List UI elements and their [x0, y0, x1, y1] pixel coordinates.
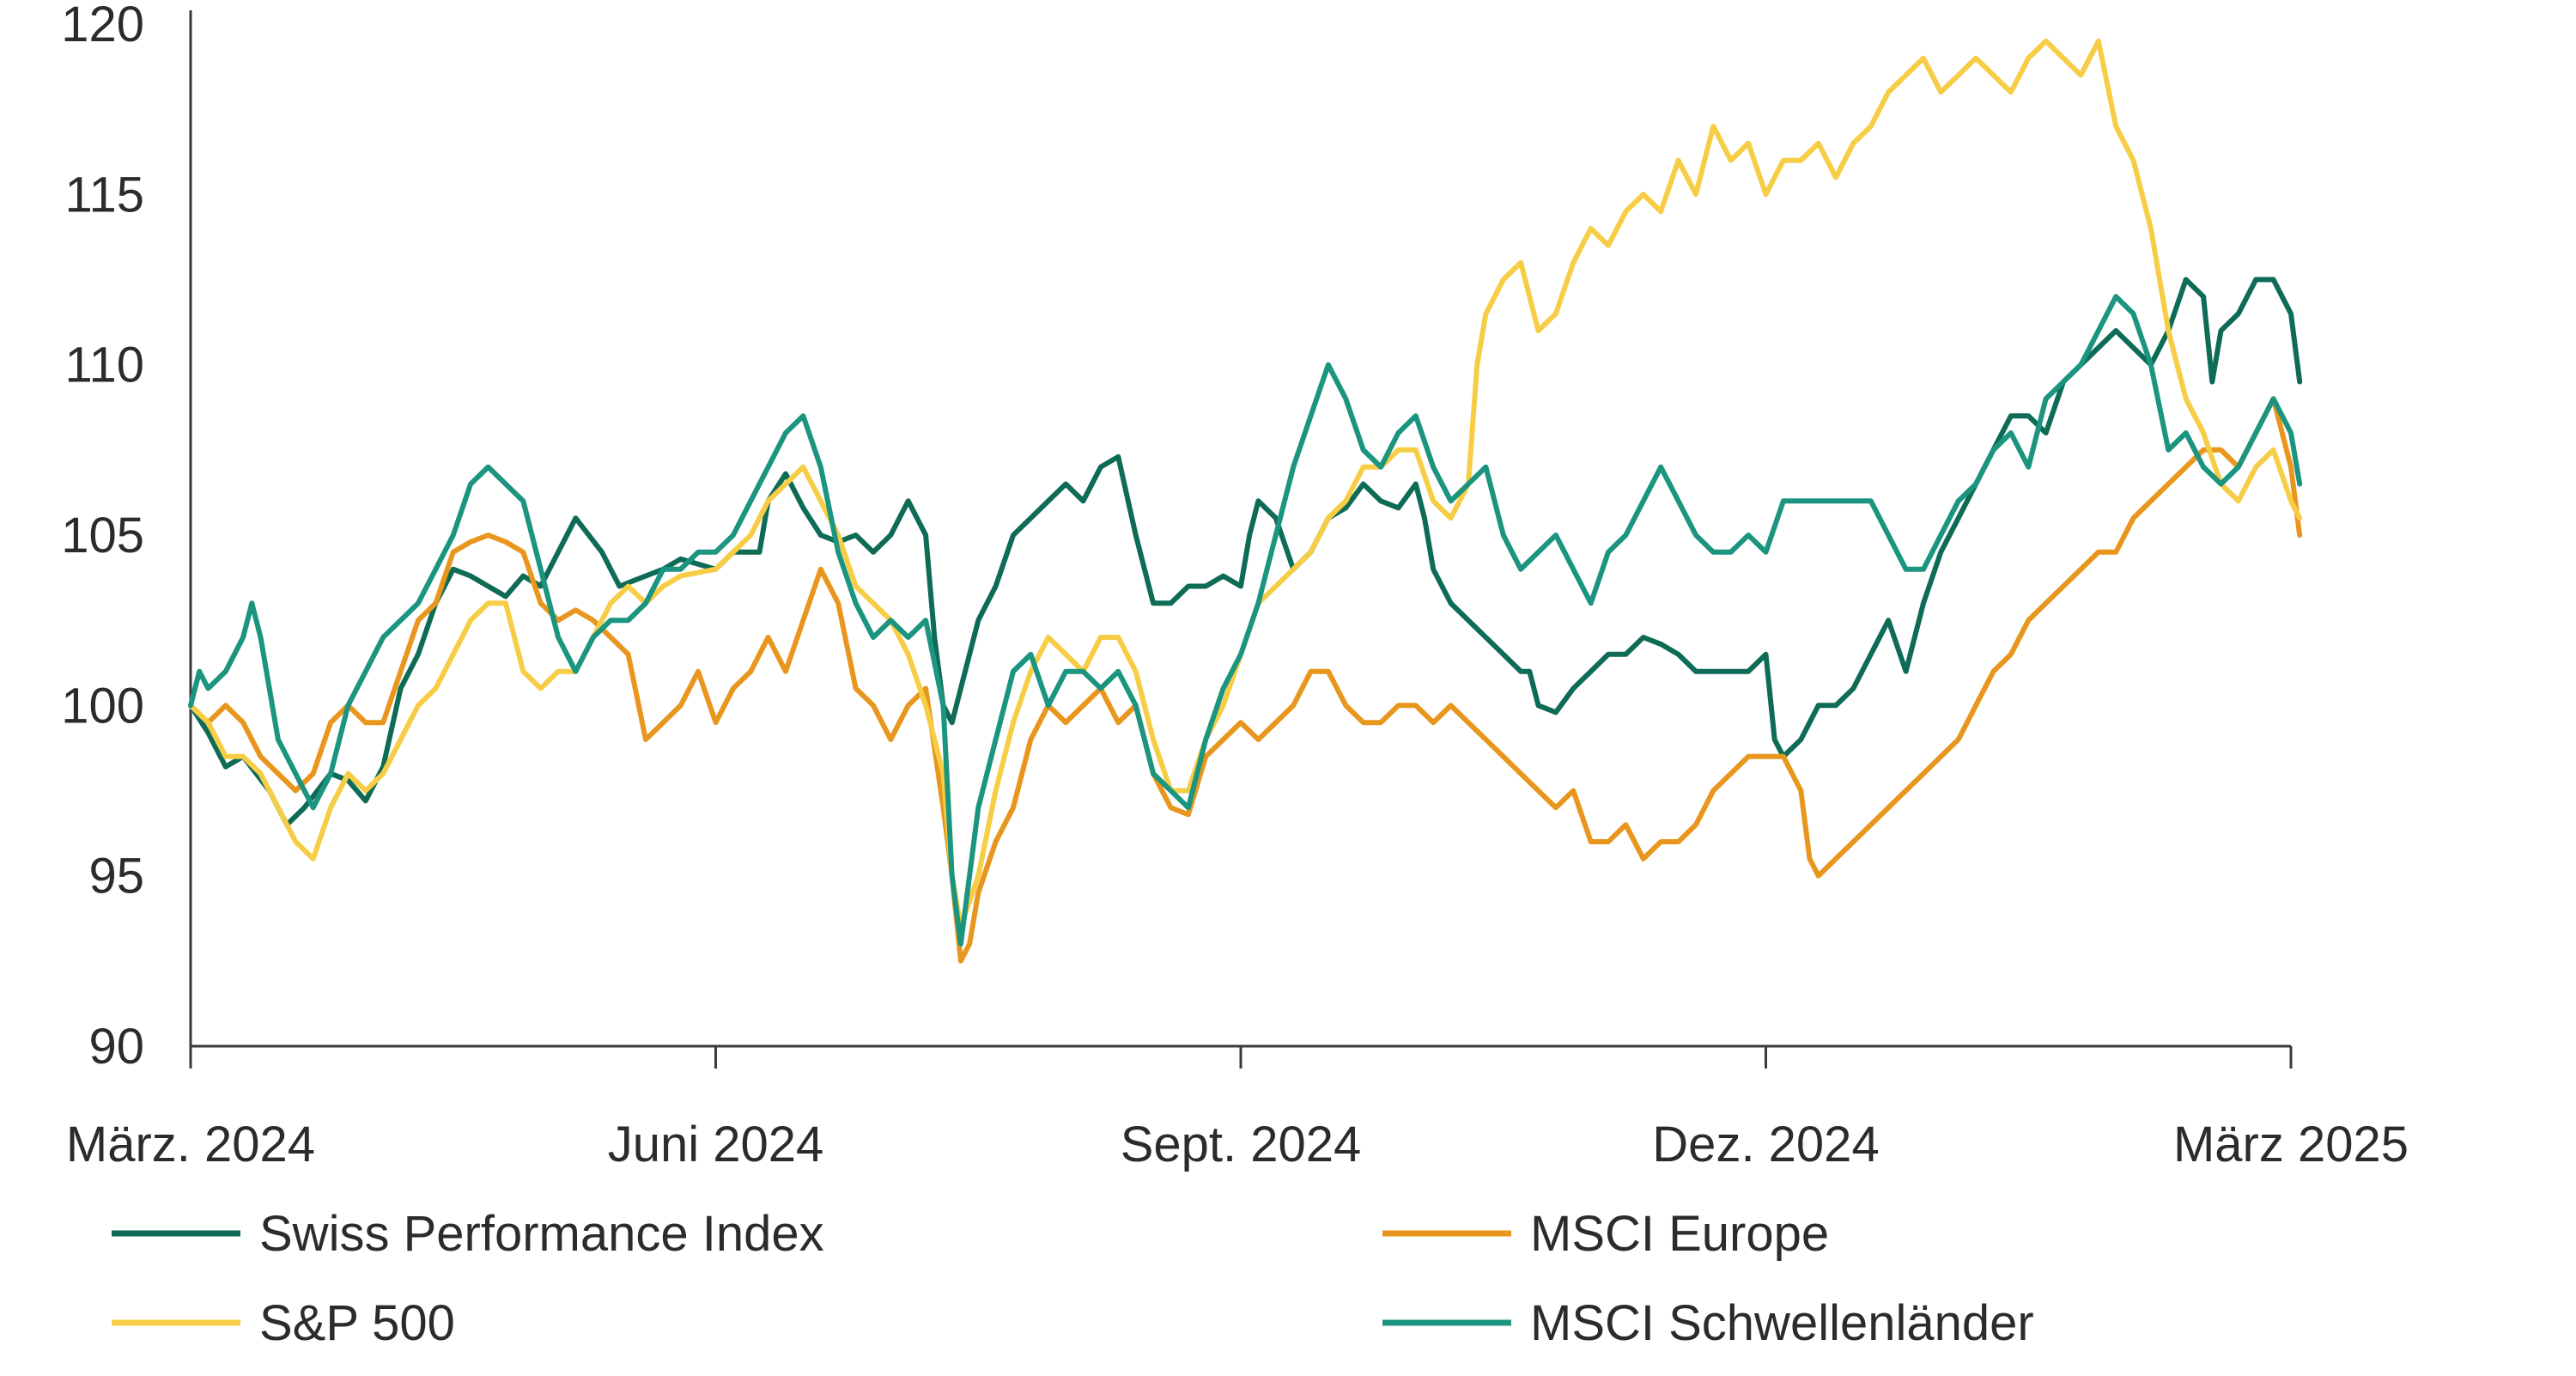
legend-label: MSCI Europe — [1530, 1206, 1829, 1262]
y-tick-label: 105 — [61, 508, 144, 563]
y-tick-label: 100 — [61, 678, 144, 734]
legend-item: MSCI Europe — [1382, 1206, 1829, 1262]
x-tick-label: Dez. 2024 — [1652, 1117, 1879, 1172]
legend: Swiss Performance Index MSCI Europe S&P 50… — [112, 1206, 2034, 1351]
legend-item: S&P 500 — [112, 1295, 455, 1351]
y-tick-label: 120 — [61, 0, 144, 52]
plot-area — [188, 38, 2303, 964]
legend-item: MSCI Schwellenländer — [1382, 1295, 2034, 1351]
chart-axes: 90 95 100 105 110 115 120 März. 2024 Juni 2024 S… — [61, 0, 2409, 1172]
y-axis-ticks: 90 95 100 105 110 115 120 — [61, 0, 144, 1075]
y-tick-label: 115 — [65, 167, 144, 222]
y-tick-label: 95 — [88, 849, 144, 904]
x-tick-label: Sept. 2024 — [1121, 1117, 1362, 1172]
x-tick-label: März. 2024 — [66, 1117, 315, 1172]
legend-label: MSCI Schwellenländer — [1530, 1295, 2034, 1351]
x-axis-ticks: März. 2024 Juni 2024 Sept. 2024 Dez. 2024 Mä… — [66, 1046, 2409, 1172]
x-tick-label: Juni 2024 — [608, 1117, 824, 1172]
x-tick-label: März 2025 — [2173, 1117, 2409, 1172]
legend-item: Swiss Performance Index — [112, 1206, 824, 1262]
series-line-swiss-performance-index — [188, 277, 2303, 828]
legend-label: Swiss Performance Index — [259, 1206, 824, 1262]
y-tick-label: 110 — [65, 338, 144, 393]
series-line-msci-schwellenl-nder — [188, 294, 2303, 947]
legend-label: S&P 500 — [259, 1295, 455, 1351]
y-tick-label: 90 — [88, 1019, 144, 1075]
